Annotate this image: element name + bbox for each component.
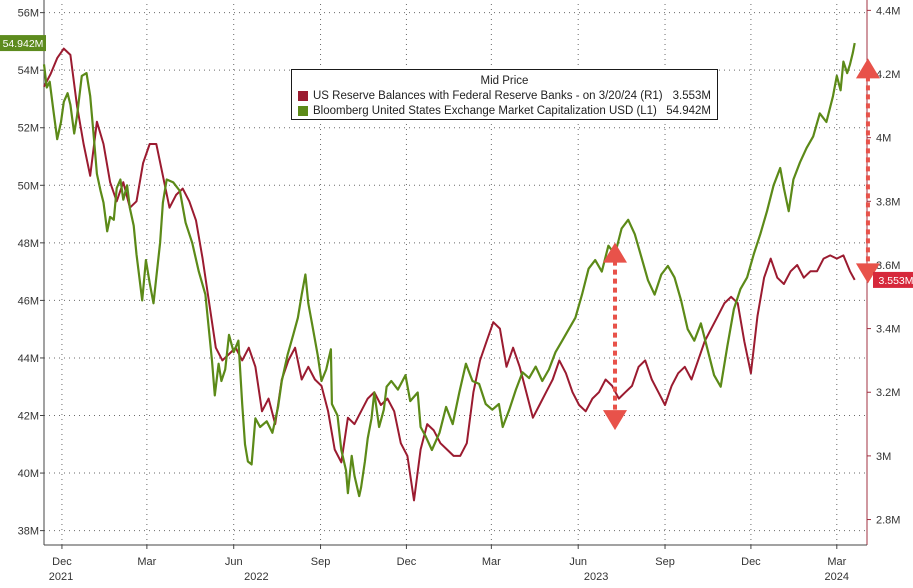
arrow-head-down [603,410,628,431]
x-axis-month-label: Dec [52,556,72,568]
left-axis-tick-label: 46M [18,295,39,307]
right-axis-tick-label: 4M [876,133,891,145]
right-axis-tick-label: 4.4M [876,5,900,17]
legend-label-market-cap: Bloomberg United States Exchange Market … [313,105,657,117]
axis-layer: 38M 40M 42M 44M 46M 48M 50M 52M 54M 56M 2.8M 3M 3.2M… [18,0,900,583]
x-axis-month-label: Mar [827,556,846,568]
left-axis-tick-label: 44M [18,353,39,365]
left-axis-tick-label: 56M [18,8,39,20]
series-layer [42,42,856,502]
left-axis-tick-label: 52M [18,123,39,135]
legend-swatch-reserves [298,91,308,101]
x-axis-month-label: Sep [311,556,331,568]
grid-layer [44,4,867,545]
left-value-badge [0,35,46,52]
left-axis-tick-label: 50M [18,180,39,192]
x-axis-year-label: 2021 [49,571,73,583]
double-arrow-2024 [855,58,880,284]
left-axis-tick-label: 48M [18,238,39,250]
badge-layer: 54.942M 3.553M [0,35,913,288]
x-axis-month-label: Mar [137,556,156,568]
right-axis-tick-label: 3.4M [876,324,900,336]
left-axis-tick-label: 38M [18,526,39,538]
double-arrow-2023 [603,242,628,431]
legend-item-reserves: US Reserve Balances with Federal Reserve… [298,89,711,103]
x-axis-month-label: Mar [482,556,501,568]
chart-legend: Mid Price US Reserve Balances with Feder… [291,69,718,120]
right-axis-tick-label: 3.8M [876,196,900,208]
x-axis-year-label: 2024 [825,571,849,583]
x-axis-month-label: Jun [569,556,587,568]
legend-item-market-cap: Bloomberg United States Exchange Market … [298,104,711,118]
right-axis-tick-label: 3.6M [876,260,900,272]
legend-value-reserves: 3.553M [672,90,711,102]
right-value-badge-label: 3.553M [878,275,913,287]
right-axis-tick-label: 2.8M [876,515,900,527]
right-axis-tick-label: 3.2M [876,387,900,399]
annotation-layer [603,58,880,431]
legend-swatch-market-cap [298,106,308,116]
legend-title: Mid Price [480,75,529,87]
arrow-head-up [855,58,880,79]
x-axis-month-label: Sep [655,556,675,568]
arrow-head-up [603,242,628,263]
x-axis-month-label: Dec [741,556,761,568]
legend-label-reserves: US Reserve Balances with Federal Reserve… [313,90,663,102]
left-axis-tick-label: 54M [18,65,39,77]
x-axis-year-label: 2023 [584,571,608,583]
right-axis-tick-label: 3M [876,451,891,463]
left-axis-tick-label: 40M [18,468,39,480]
x-axis-year-label: 2022 [244,571,268,583]
x-axis-month-label: Jun [225,556,243,568]
right-value-badge [873,271,913,288]
left-axis-tick-label: 42M [18,411,39,423]
left-value-badge-label: 54.942M [3,38,44,50]
arrow-head-down [855,263,880,284]
series-line-market-cap [42,42,856,498]
legend-value-market-cap: 54.942M [666,105,711,117]
right-axis-tick-label: 4.2M [876,69,900,81]
x-axis-month-label: Dec [397,556,417,568]
